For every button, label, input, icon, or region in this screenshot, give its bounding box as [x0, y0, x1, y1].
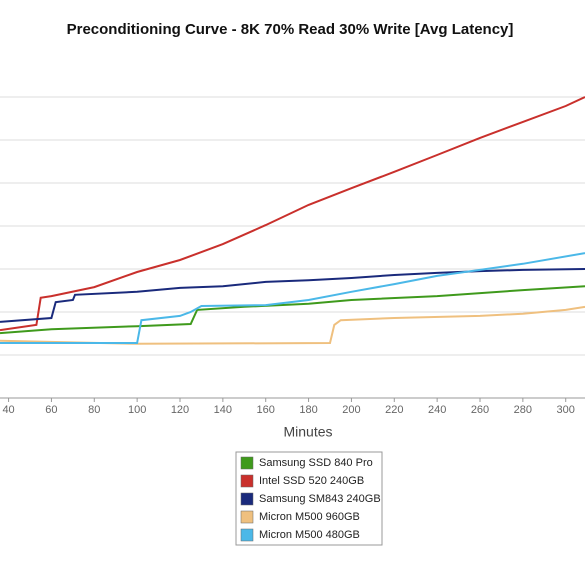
x-axis-title: Minutes: [283, 424, 332, 440]
legend-label: Samsung SM843 240GB: [259, 493, 381, 505]
x-tick-label: 80: [88, 404, 100, 416]
legend-swatch: [240, 492, 254, 506]
x-tick-label: 280: [514, 404, 532, 416]
x-tick-label: 300: [557, 404, 575, 416]
series-line: [0, 252, 585, 344]
chart-title: Preconditioning Curve - 8K 70% Read 30% …: [67, 21, 514, 38]
series-line: [0, 285, 585, 335]
x-tick-label: 220: [385, 404, 403, 416]
x-tick-label: 180: [299, 404, 317, 416]
legend-label: Intel SSD 520 240GB: [259, 475, 364, 487]
series-line: [0, 305, 585, 345]
x-tick-label: 120: [171, 404, 189, 416]
series-line: [0, 268, 585, 323]
x-tick-label: 240: [428, 404, 446, 416]
legend-swatch: [240, 528, 254, 542]
legend-label: Samsung SSD 840 Pro: [259, 457, 373, 469]
legend-box: [235, 451, 383, 546]
x-tick-label: 200: [342, 404, 360, 416]
legend-swatch: [240, 456, 254, 470]
legend-label: Micron M500 960GB: [259, 511, 360, 523]
legend-swatch: [240, 510, 254, 524]
x-tick-label: 140: [214, 404, 232, 416]
x-tick-label: 160: [257, 404, 275, 416]
x-tick-label: 60: [45, 404, 57, 416]
x-tick-label: 40: [2, 404, 14, 416]
legend-label: Micron M500 480GB: [259, 529, 360, 541]
legend-swatch: [240, 474, 254, 488]
x-tick-label: 100: [128, 404, 146, 416]
series-line: [0, 96, 585, 332]
x-tick-label: 260: [471, 404, 489, 416]
